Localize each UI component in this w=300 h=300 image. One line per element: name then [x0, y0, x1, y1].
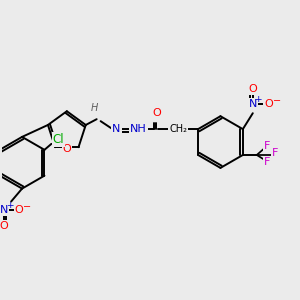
Text: F: F [263, 157, 270, 167]
Text: F: F [272, 148, 278, 158]
Text: O: O [264, 99, 273, 109]
Text: +: + [254, 95, 262, 104]
Text: O: O [248, 84, 257, 94]
Text: O: O [15, 206, 23, 215]
Text: NH: NH [130, 124, 147, 134]
Text: O: O [62, 144, 71, 154]
Text: CH₂: CH₂ [169, 124, 187, 134]
Text: O: O [0, 221, 9, 231]
Text: N: N [112, 124, 121, 134]
Text: F: F [263, 141, 270, 151]
Text: −: − [273, 96, 281, 106]
Text: N: N [249, 99, 257, 109]
Text: O: O [152, 108, 161, 118]
Text: N: N [0, 206, 8, 215]
Text: H: H [91, 103, 98, 113]
Text: −: − [23, 202, 31, 212]
Text: +: + [6, 201, 14, 210]
Text: Cl: Cl [52, 134, 64, 146]
